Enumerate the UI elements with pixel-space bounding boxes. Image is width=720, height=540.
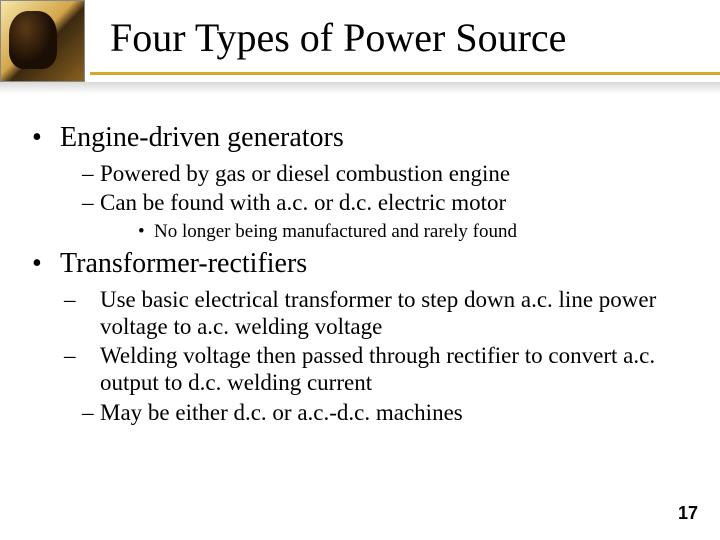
dash-icon: – — [82, 286, 100, 313]
dash-icon: – — [82, 399, 100, 426]
page-number: 17 — [678, 503, 698, 524]
bullet-text: Powered by gas or diesel combustion engi… — [100, 161, 510, 186]
bullet-text: No longer being manufactured and rarely … — [154, 221, 517, 242]
dash-icon: – — [82, 189, 100, 216]
bullet-lvl3: •No longer being manufactured and rarely… — [138, 220, 700, 244]
bullet-text: May be either d.c. or a.c.-d.c. machines — [100, 400, 463, 425]
gold-divider — [90, 72, 720, 75]
bullet-lvl2: –Powered by gas or diesel combustion eng… — [82, 160, 700, 187]
bullet-text: Can be found with a.c. or d.c. electric … — [100, 190, 506, 215]
dash-icon: – — [82, 160, 100, 187]
bullet-text: Use basic electrical transformer to step… — [100, 287, 656, 339]
bullet-text: Transformer-rectifiers — [60, 248, 307, 279]
slide-title: Four Types of Power Source — [110, 14, 566, 61]
bullet-lvl2: –Welding voltage then passed through rec… — [82, 342, 700, 396]
slide-header: Four Types of Power Source — [0, 0, 720, 98]
bullet-icon: • — [32, 248, 60, 280]
welder-thumbnail-icon — [0, 0, 85, 82]
bullet-icon: • — [32, 122, 60, 154]
dash-icon: – — [82, 342, 100, 369]
bullet-icon: • — [138, 220, 154, 244]
bullet-text: Welding voltage then passed through rect… — [100, 343, 655, 395]
bullet-lvl1: •Transformer-rectifiers — [32, 248, 700, 280]
bullet-lvl2: –May be either d.c. or a.c.-d.c. machine… — [82, 399, 700, 426]
slide-body: •Engine-driven generators –Powered by ga… — [32, 120, 700, 428]
bullet-lvl2: –Use basic electrical transformer to ste… — [82, 286, 700, 340]
bullet-lvl1: •Engine-driven generators — [32, 122, 700, 154]
bullet-lvl2: –Can be found with a.c. or d.c. electric… — [82, 189, 700, 216]
header-shadow — [0, 82, 720, 94]
bullet-text: Engine-driven generators — [60, 122, 344, 153]
